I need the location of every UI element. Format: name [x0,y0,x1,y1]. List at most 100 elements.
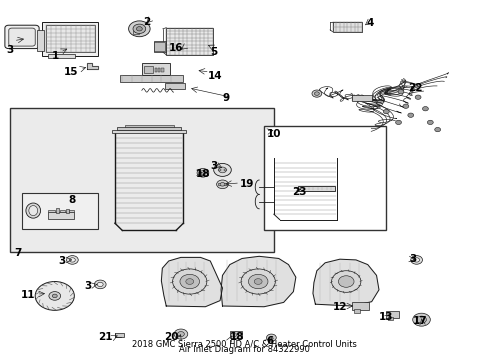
Circle shape [416,316,426,323]
Circle shape [383,109,388,114]
Bar [48,212,74,219]
Text: 11: 11 [20,290,35,300]
Text: 15: 15 [63,67,78,77]
Circle shape [434,127,440,132]
Text: 22: 22 [407,83,422,93]
Circle shape [220,183,224,186]
Text: 2: 2 [143,17,150,27]
Text: 3: 3 [84,281,92,291]
Bar [332,22,361,32]
Circle shape [427,120,432,125]
Bar [10,108,273,252]
Bar [22,193,98,229]
Circle shape [172,269,206,294]
Circle shape [66,256,78,264]
Circle shape [230,333,236,337]
Bar [154,68,157,72]
Circle shape [185,279,193,284]
Circle shape [35,282,74,310]
Text: 3: 3 [6,45,14,55]
Bar [161,68,163,72]
Bar [154,42,164,51]
Bar [120,75,183,82]
Text: Air Inlet Diagram for 84322990: Air Inlet Diagram for 84322990 [179,345,309,354]
Bar [166,28,212,55]
Circle shape [241,269,275,294]
Circle shape [413,258,419,262]
Circle shape [133,24,145,33]
Text: 3: 3 [59,256,66,266]
Bar [264,126,386,230]
Circle shape [128,21,150,37]
Text: 20: 20 [163,332,178,342]
Bar [66,209,69,213]
Bar [48,210,55,212]
Bar [386,311,398,318]
Text: 14: 14 [207,71,222,81]
Circle shape [177,332,184,337]
Circle shape [52,294,57,298]
Ellipse shape [26,203,41,218]
Polygon shape [87,63,98,69]
Text: 13: 13 [378,312,393,322]
Bar [41,22,98,56]
Text: 9: 9 [222,93,229,103]
Text: 18: 18 [195,169,210,179]
Circle shape [213,163,231,176]
Circle shape [331,271,360,292]
Text: 1: 1 [51,51,59,61]
Circle shape [412,313,429,326]
Bar [353,309,359,313]
Bar [387,317,392,320]
Circle shape [422,107,427,111]
Bar [165,83,184,89]
Circle shape [410,256,422,264]
Bar [46,25,95,52]
Text: 19: 19 [239,179,253,189]
Circle shape [218,169,221,171]
Polygon shape [312,259,378,306]
Bar [298,186,334,191]
Bar [48,54,75,58]
Bar [124,125,173,127]
Text: 16: 16 [168,42,183,53]
Bar [217,183,227,185]
Circle shape [180,274,199,289]
Text: 17: 17 [412,316,427,326]
Text: 2018 GMC Sierra 2500 HD A/C & Heater Control Units: 2018 GMC Sierra 2500 HD A/C & Heater Con… [132,339,356,348]
Text: 23: 23 [292,186,306,197]
Circle shape [218,167,226,173]
Circle shape [200,171,205,175]
Circle shape [197,168,208,177]
Bar [142,63,170,75]
Bar [351,302,368,310]
Bar [229,331,242,338]
Text: 6: 6 [266,336,273,346]
Circle shape [216,180,228,189]
Circle shape [94,280,106,289]
Bar [115,333,124,337]
Circle shape [338,276,353,287]
Circle shape [49,292,61,300]
Bar [37,30,44,51]
Text: 5: 5 [210,47,217,57]
FancyBboxPatch shape [5,25,39,49]
Text: 21: 21 [98,332,112,342]
Bar [112,130,185,133]
Circle shape [311,90,321,97]
Circle shape [136,27,142,31]
Circle shape [266,334,276,341]
Text: 3: 3 [210,161,217,171]
Circle shape [414,95,420,99]
Bar [117,127,181,130]
Circle shape [314,92,319,95]
Bar [60,210,64,212]
FancyBboxPatch shape [9,28,35,46]
Circle shape [407,113,413,117]
Circle shape [254,279,262,284]
Text: 10: 10 [266,129,281,139]
Text: 12: 12 [332,302,346,312]
Polygon shape [221,256,295,307]
Bar [56,208,59,213]
Bar [198,172,207,175]
